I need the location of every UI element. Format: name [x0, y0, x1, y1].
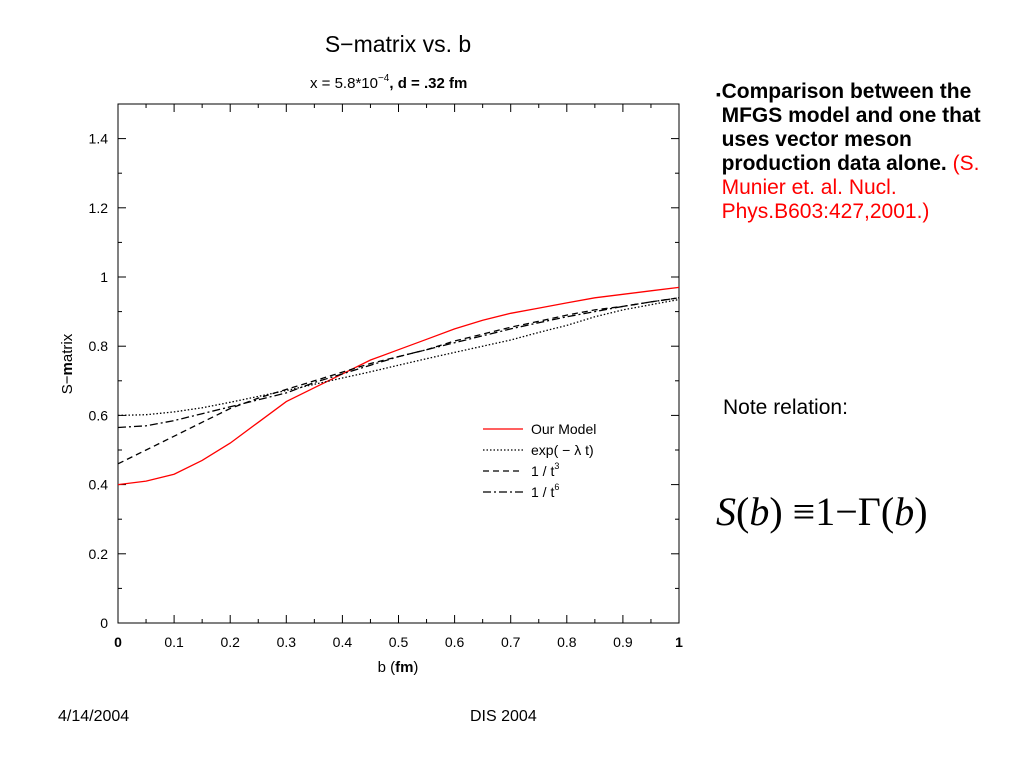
- legend-label-1: exp( − λ t): [531, 442, 594, 458]
- bullet-content: Comparison between the MFGS model and on…: [722, 80, 1016, 224]
- series-line-2: [117, 297, 680, 465]
- x-tick-label: 0.3: [277, 634, 297, 650]
- chart: S−matrix vs. b x = 5.8*10−4, d = .32 fm …: [59, 31, 683, 676]
- y-tick-label: 0: [100, 615, 108, 631]
- series-line-3: [117, 297, 680, 429]
- y-axis-label: S−matrix: [59, 333, 76, 394]
- formula-minus: −: [835, 489, 858, 534]
- comparison-text: ▪ Comparison between the MFGS model and …: [716, 80, 1016, 224]
- chart-svg: S−matrix vs. b x = 5.8*10−4, d = .32 fm …: [59, 31, 683, 676]
- y-tick-label: 0.2: [89, 546, 109, 562]
- legend-label-0: Our Model: [531, 421, 596, 437]
- footer-conference: DIS 2004: [470, 708, 537, 725]
- x-tick-label: 0.5: [389, 634, 409, 650]
- x-tick-label: 0.9: [613, 634, 633, 650]
- series-line-1: [117, 298, 680, 417]
- formula-one: 1: [815, 489, 836, 534]
- x-tick-label: 0.7: [501, 634, 521, 650]
- legend-label-2: 1 / t3: [531, 461, 559, 479]
- x-tick-label: 0.1: [164, 634, 184, 650]
- y-tick-label: 1: [100, 269, 108, 285]
- formula: S(b) ≡1−Γ(b): [716, 489, 928, 534]
- formula-b2: b: [894, 489, 915, 534]
- y-tick-label: 0.8: [89, 338, 109, 354]
- y-tick-label: 1.4: [89, 131, 109, 147]
- y-tick-label: 0.6: [89, 407, 109, 423]
- note-relation: Note relation:: [723, 396, 848, 419]
- formula-gamma: Γ: [857, 489, 881, 534]
- formula-equiv: ≡: [792, 489, 816, 534]
- plot-frame: [117, 103, 680, 624]
- x-tick-label: 0.6: [445, 634, 465, 650]
- x-axis-label: b (fm): [378, 659, 419, 676]
- x-tick-label: 0.2: [220, 634, 240, 650]
- axis-ticks: 0 0.1 0.2 0.3 0.4 0.5 0.6 0.7 0.8 0.9 1 0 0.2 0.4 0.6 0…: [89, 103, 683, 650]
- chart-subtitle-main: x = 5.8*10: [310, 75, 378, 92]
- bullet-square-icon: ▪: [716, 86, 721, 102]
- y-tick-label: 0.4: [89, 477, 109, 493]
- chart-subtitle-exp: −4: [378, 73, 390, 84]
- series-group: [117, 286, 680, 486]
- formula-b1: b: [749, 489, 770, 534]
- x-tick-label: 0.8: [557, 634, 577, 650]
- x-tick-label: 0: [114, 634, 122, 650]
- bullet-point: ▪ Comparison between the MFGS model and …: [716, 80, 1016, 224]
- formula-s: S: [716, 489, 736, 534]
- reference-citation: (S. Munier et. al. Nucl. Phys.B603:427,2…: [721, 152, 980, 223]
- series-line-0: [117, 286, 680, 486]
- x-tick-label: 1: [675, 634, 683, 650]
- chart-subtitle: x = 5.8*10−4, d = .32 fm: [310, 73, 467, 92]
- x-tick-label: 0.4: [333, 634, 353, 650]
- comparison-statement: Comparison between the MFGS model and on…: [721, 80, 981, 175]
- chart-subtitle-rest: , d = .32 fm: [389, 75, 467, 92]
- legend-label-3: 1 / t6: [531, 482, 559, 500]
- footer-date: 4/14/2004: [58, 708, 130, 725]
- legend: Our Model exp( − λ t) 1 / t3 1 / t6: [483, 421, 596, 500]
- chart-title: S−matrix vs. b: [325, 31, 471, 57]
- y-tick-label: 1.2: [89, 200, 109, 216]
